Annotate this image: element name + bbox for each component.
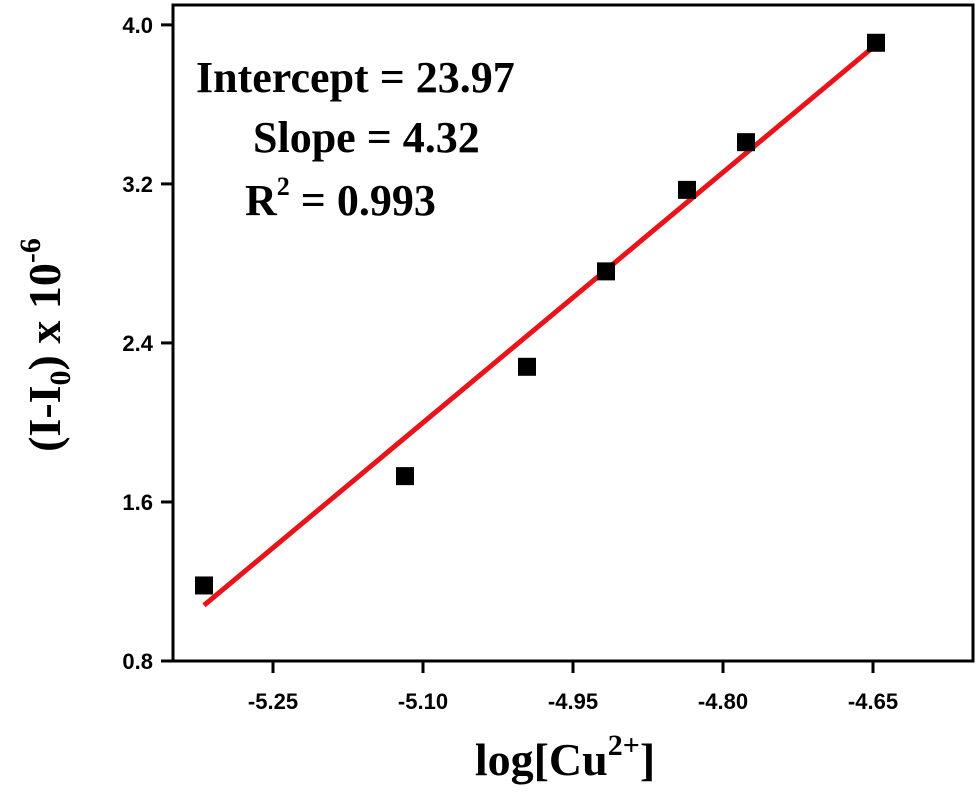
plot-frame <box>171 3 975 663</box>
data-point <box>867 33 885 52</box>
y-axis-title-main: (I-I <box>19 385 70 451</box>
y-tick-label: 2.4 <box>122 331 153 356</box>
y-axis: 0.8 1.6 2.4 3.2 4.0 <box>122 13 173 674</box>
y-axis-title-sub: 0 <box>44 370 77 385</box>
x-axis-title-main: log[Cu <box>475 734 608 785</box>
data-point <box>737 133 755 152</box>
y-tick-label: 1.6 <box>122 490 153 515</box>
data-point <box>518 357 536 376</box>
x-tick-label: -5.25 <box>248 689 298 714</box>
r-value: = 0.993 <box>290 176 436 225</box>
y-tick-label: 4.0 <box>122 13 153 38</box>
x-tick-label: -5.10 <box>398 689 448 714</box>
x-tick-label: -4.65 <box>848 689 898 714</box>
data-points <box>195 33 885 595</box>
fit-line <box>202 42 878 608</box>
x-tick-label: -4.80 <box>698 689 748 714</box>
y-axis-title-sup: -6 <box>14 238 47 263</box>
annotation-slope: Slope = 4.32 <box>253 113 480 162</box>
data-point <box>678 180 696 199</box>
y-axis-title-mid: ) x 10 <box>19 263 70 370</box>
annotation-intercept: Intercept = 23.97 <box>196 53 515 102</box>
x-axis-title-end: ] <box>640 734 655 785</box>
r-exponent: 2 <box>277 172 290 201</box>
data-point <box>396 467 414 486</box>
y-tick-label: 3.2 <box>122 172 153 197</box>
x-axis-title: log[Cu2+] <box>475 729 655 785</box>
y-axis-title: (I-I0) x 10-6 <box>14 238 77 452</box>
r-label: R <box>245 176 278 225</box>
data-point <box>195 576 213 595</box>
annotation-r-squared: R2 = 0.993 <box>245 172 436 225</box>
data-point <box>597 262 615 281</box>
x-axis-title-sup: 2+ <box>608 729 640 762</box>
x-tick-label: -4.95 <box>548 689 598 714</box>
x-axis: -5.25 -5.10 -4.95 -4.80 -4.65 <box>248 661 898 714</box>
y-tick-label: 0.8 <box>122 649 153 674</box>
